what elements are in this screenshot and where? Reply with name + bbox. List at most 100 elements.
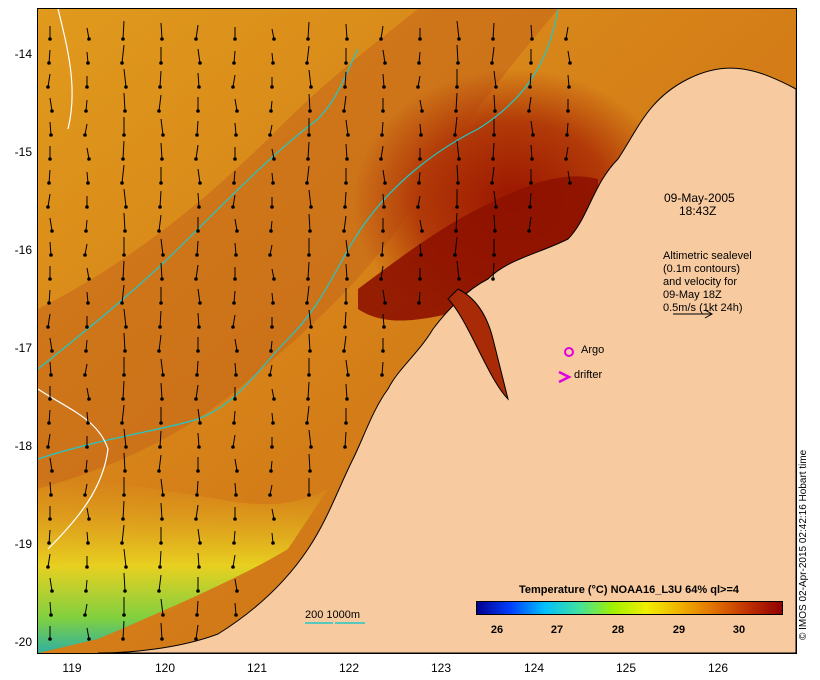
velocity-arrow [122, 260, 125, 280]
velocity-arrow-head [48, 37, 52, 41]
velocity-arrow-head [381, 349, 385, 353]
velocity-arrow-head [565, 133, 569, 137]
velocity-arrow-head [235, 109, 239, 113]
velocity-arrow-head [87, 277, 91, 281]
velocity-arrow-head [307, 493, 311, 497]
velocity-arrow-head [197, 205, 201, 209]
velocity-arrow [159, 310, 162, 328]
velocity-arrow [232, 554, 236, 568]
velocity-arrow-head [235, 229, 239, 233]
contour-1000m [38, 388, 109, 550]
velocity-arrow-head [86, 301, 90, 305]
velocity-arrow-head [84, 109, 88, 113]
velocity-arrow [232, 434, 236, 448]
velocity-arrow-head [86, 61, 90, 65]
velocity-arrow-head [343, 205, 347, 209]
velocity-arrow [307, 21, 310, 40]
velocity-arrow-head [194, 397, 198, 401]
y-tick-label: -15 [14, 145, 32, 159]
velocity-arrow-head [50, 469, 54, 473]
velocity-arrow-head [343, 85, 347, 89]
velocity-arrow [121, 404, 125, 424]
velocity-arrow [418, 51, 421, 64]
x-tick-label: 125 [615, 661, 637, 675]
velocity-arrow-head [308, 349, 312, 353]
velocity-arrow-head [491, 157, 495, 161]
velocity-arrow [48, 529, 51, 544]
velocity-arrow-head [416, 205, 420, 209]
velocity-arrow-head [417, 61, 421, 65]
velocity-arrow [158, 214, 162, 232]
velocity-arrow-head [530, 37, 534, 41]
velocity-arrow-head [268, 493, 272, 497]
velocity-arrow-head [270, 205, 274, 209]
velocity-arrow [121, 164, 125, 184]
velocity-arrow-head [233, 37, 237, 41]
x-tick-label: 119 [62, 661, 82, 675]
velocity-arrow [195, 24, 199, 40]
velocity-arrow [195, 504, 199, 520]
velocity-arrow [159, 430, 162, 448]
velocity-arrow [195, 144, 199, 160]
velocity-arrow-head [50, 349, 54, 353]
velocity-arrow [160, 478, 164, 496]
velocity-arrow [233, 530, 236, 544]
velocity-arrow-head [492, 133, 496, 137]
velocity-arrow [417, 195, 421, 208]
velocity-arrow-head [455, 85, 459, 89]
velocity-arrow [47, 313, 51, 328]
velocity-arrow-head [83, 613, 87, 617]
velocity-arrow [122, 620, 125, 640]
velocity-arrow [195, 384, 199, 400]
velocity-arrow-head [305, 421, 309, 425]
velocity-arrow-head [83, 253, 87, 257]
x-tick-label: 126 [707, 661, 729, 675]
velocity-arrow [454, 236, 458, 256]
velocity-arrow [197, 72, 200, 88]
velocity-arrow [382, 289, 386, 304]
velocity-arrow [306, 405, 310, 424]
velocity-arrow-head [344, 61, 348, 65]
velocity-arrow-head [122, 133, 126, 137]
velocity-arrow [456, 20, 460, 40]
velocity-arrow [308, 213, 311, 232]
velocity-arrow-head [268, 133, 272, 137]
velocity-arrow [308, 93, 311, 112]
velocity-arrow [306, 285, 310, 304]
velocity-arrow [566, 122, 569, 136]
velocity-arrow-head [382, 85, 386, 89]
velocity-arrow-head [198, 541, 202, 545]
velocity-arrow-head [50, 109, 54, 113]
velocity-arrow-head [160, 277, 164, 281]
velocity-arrow [345, 143, 348, 160]
velocity-arrow [528, 96, 532, 112]
velocity-arrow [307, 141, 310, 160]
velocity-arrow-head [307, 373, 311, 377]
velocity-arrow-head [158, 325, 162, 329]
velocity-arrow-head [379, 37, 383, 41]
velocity-arrow-head [160, 397, 164, 401]
depth-legend-lines [305, 622, 365, 624]
velocity-arrow [234, 98, 238, 112]
velocity-arrow-head [48, 637, 52, 641]
velocity-arrow-head [46, 205, 50, 209]
velocity-arrow [84, 123, 88, 136]
velocity-arrow [455, 212, 458, 232]
velocity-arrow [85, 459, 88, 472]
velocity-arrow [234, 362, 237, 376]
velocity-arrow [123, 308, 127, 328]
velocity-arrow-head [344, 181, 348, 185]
velocity-arrow [159, 190, 162, 208]
velocity-arrow-head [86, 541, 90, 545]
velocity-arrow-head [160, 637, 164, 641]
velocity-arrow-head [529, 61, 533, 65]
velocity-arrow [345, 263, 348, 280]
velocity-arrow-head [124, 205, 128, 209]
velocity-arrow-head [235, 349, 239, 353]
velocity-arrow [380, 265, 384, 280]
velocity-arrow [160, 262, 163, 280]
velocity-arrow-head [343, 445, 347, 449]
y-tick-label: -19 [14, 537, 32, 551]
velocity-arrow-head [49, 373, 53, 377]
velocity-arrow [308, 429, 312, 448]
